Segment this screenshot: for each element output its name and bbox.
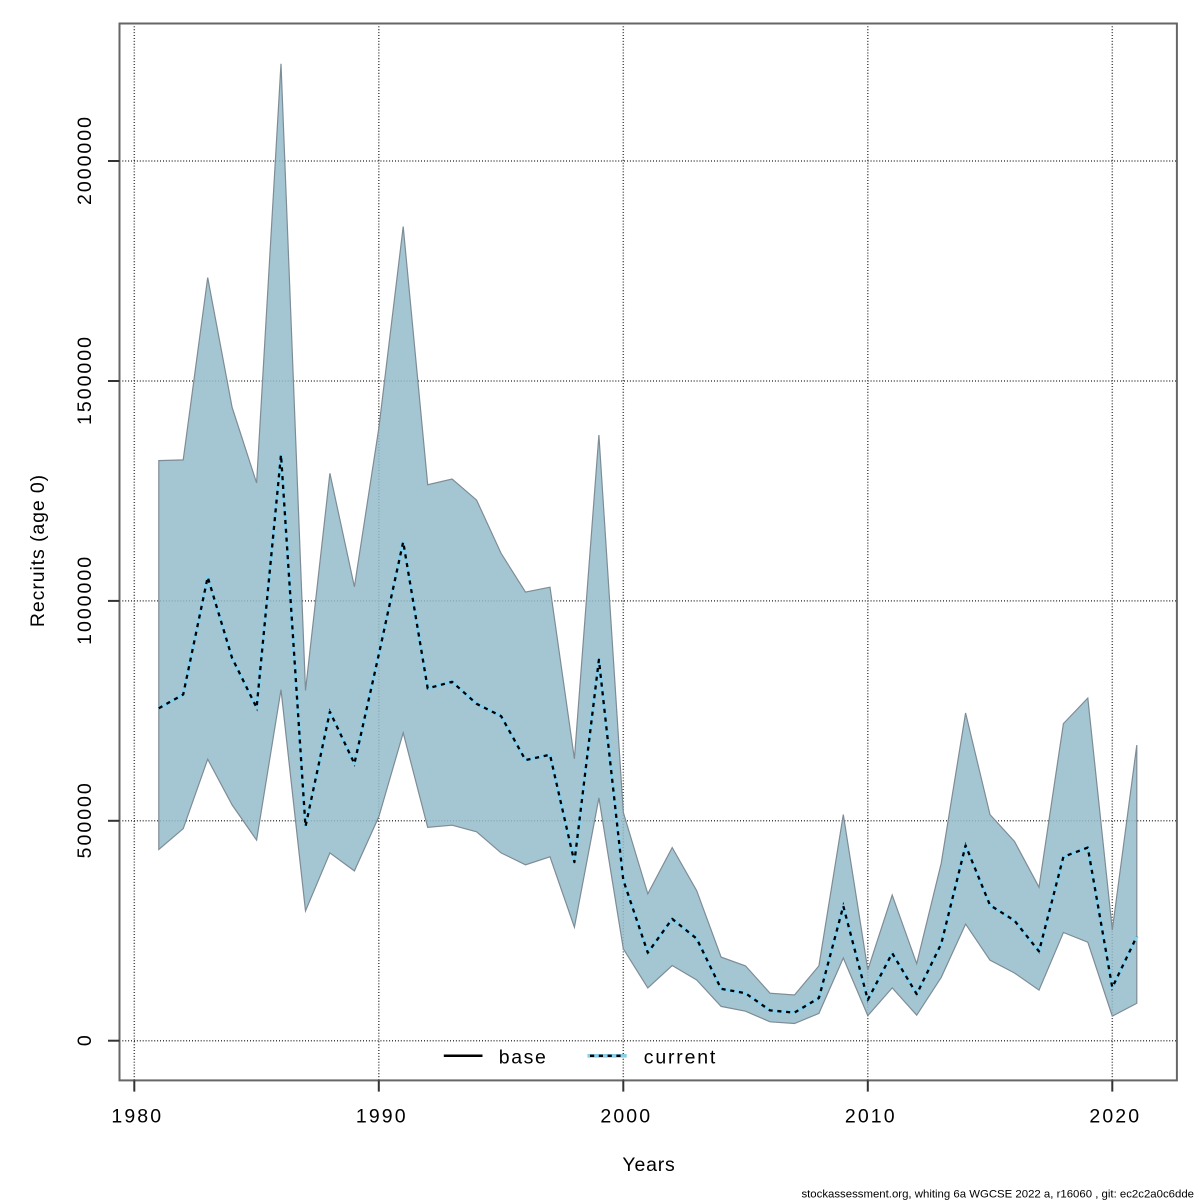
svg-text:500000: 500000 xyxy=(74,781,96,858)
svg-text:1980: 1980 xyxy=(111,1106,163,1128)
svg-text:base: base xyxy=(499,1047,548,1069)
svg-text:2000: 2000 xyxy=(600,1106,652,1128)
svg-text:0: 0 xyxy=(74,1033,96,1046)
svg-text:1990: 1990 xyxy=(356,1106,408,1128)
svg-text:stockassessment.org, whiting 6: stockassessment.org, whiting 6a WGCSE 20… xyxy=(801,1188,1194,1200)
svg-text:1500000: 1500000 xyxy=(74,335,96,425)
svg-text:1000000: 1000000 xyxy=(74,555,96,645)
svg-text:current: current xyxy=(644,1047,717,1069)
svg-text:2010: 2010 xyxy=(845,1106,897,1128)
svg-text:Years: Years xyxy=(622,1154,675,1176)
svg-text:Recruits (age 0): Recruits (age 0) xyxy=(27,474,49,627)
svg-text:2000000: 2000000 xyxy=(74,115,96,205)
svg-text:2020: 2020 xyxy=(1089,1106,1141,1128)
